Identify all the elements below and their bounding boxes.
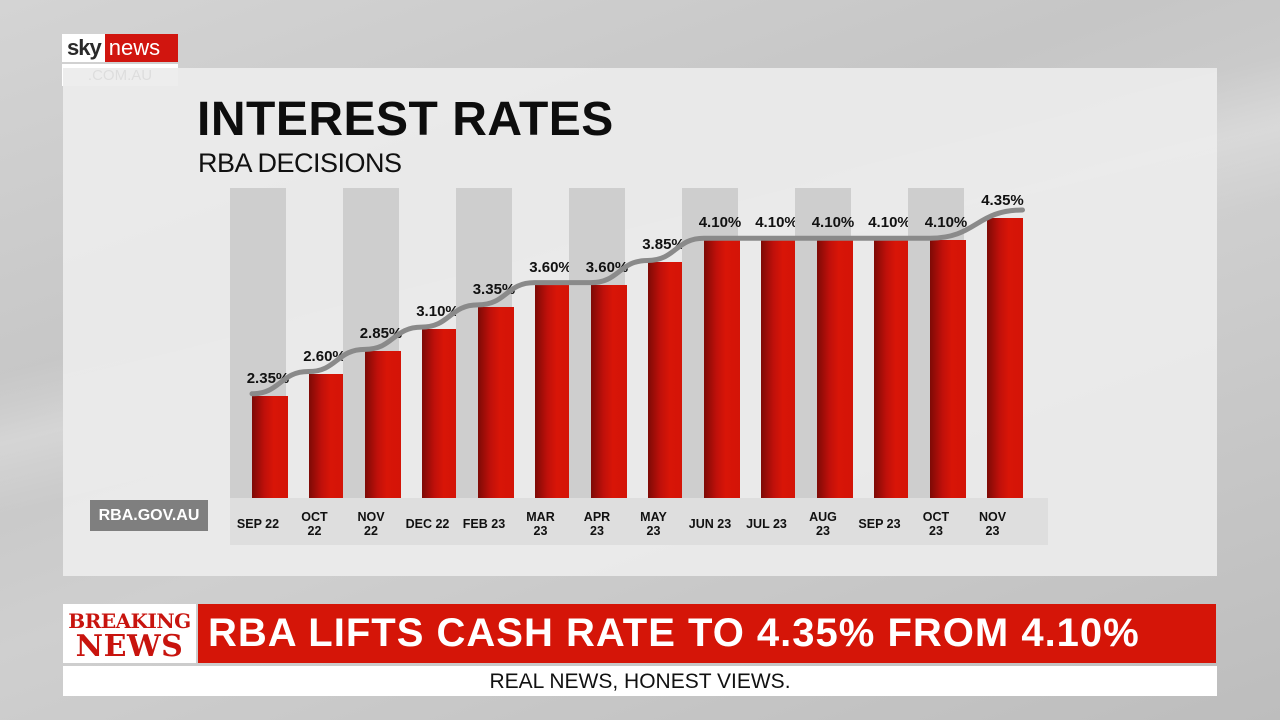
- bar: [760, 240, 797, 498]
- bar: [308, 373, 345, 498]
- bar: [930, 240, 966, 498]
- chart-column: 4.10% SEP 23: [852, 188, 910, 545]
- logo-news-text: news: [104, 34, 178, 62]
- chart-column: 3.10% DEC 22: [400, 188, 459, 545]
- chart-column: 4.10% JUL 23: [739, 188, 798, 545]
- x-axis-label: JUL 23: [746, 517, 787, 531]
- bar-value-label: 4.10%: [698, 214, 742, 232]
- x-axis-label: OCT 23: [922, 510, 950, 538]
- bar-value-label: 4.10%: [924, 214, 968, 232]
- x-axis-label: FEB 23: [462, 517, 506, 531]
- x-axis-band: [230, 498, 1048, 545]
- bar: [365, 351, 401, 498]
- bar: [704, 240, 740, 498]
- headline-banner: RBA LIFTS CASH RATE TO 4.35% FROM 4.10%: [198, 604, 1216, 663]
- bar-value-label: 4.10%: [811, 214, 855, 232]
- x-axis-label: DEC 22: [405, 517, 450, 531]
- x-axis-label: SEP 22: [236, 517, 280, 531]
- ticker-strip: REAL NEWS, HONEST VIEWS.: [63, 666, 1217, 696]
- chart-column: 3.60% MAR 23: [513, 188, 572, 545]
- bar: [478, 306, 514, 498]
- chart-column: 3.35% FEB 23: [456, 188, 515, 545]
- chart-title: INTEREST RATES: [197, 93, 614, 146]
- bar-value-label: 3.60%: [529, 258, 572, 276]
- breaking-label: BREAKING: [68, 609, 191, 633]
- x-axis-label: MAY 23: [640, 510, 667, 538]
- bar-value-label: 4.10%: [755, 214, 798, 232]
- x-axis-label: MAR 23: [526, 510, 555, 538]
- x-axis-label: APR 23: [583, 510, 611, 538]
- breaking-news-badge: BREAKING NEWS: [63, 604, 196, 663]
- source-label: RBA.GOV.AU: [90, 500, 208, 531]
- bar: [591, 284, 627, 498]
- bar-value-label: 4.10%: [868, 214, 911, 232]
- chart-column: 4.35% NOV 23: [965, 188, 1024, 545]
- bar: [986, 218, 1023, 498]
- news-label: NEWS: [75, 629, 184, 664]
- bar: [873, 240, 910, 498]
- bar: [534, 284, 571, 498]
- logo-sky-text: sky: [62, 34, 105, 62]
- bar: [647, 262, 684, 498]
- x-axis-label: NOV 23: [978, 510, 1007, 538]
- x-axis-label: OCT 22: [301, 510, 328, 538]
- x-axis-label: JUN 23: [688, 517, 732, 531]
- x-axis-label: SEP 23: [858, 517, 901, 531]
- chart-subtitle: RBA DECISIONS: [198, 148, 402, 178]
- bar-value-label: 4.35%: [981, 192, 1024, 209]
- chart-column: 3.60% APR 23: [569, 188, 628, 545]
- x-axis-label: AUG 23: [809, 510, 837, 538]
- x-axis-label: NOV 22: [357, 510, 385, 538]
- bar: [817, 240, 853, 498]
- bar-chart: 2.35% SEP 22 2.60% OCT 22 2.85% NOV 22 3.10% DEC …: [230, 188, 1048, 545]
- chart-column: 2.60% OCT 22: [287, 188, 345, 545]
- bar: [252, 395, 288, 498]
- bar: [421, 329, 458, 498]
- trend-line: [249, 207, 1025, 397]
